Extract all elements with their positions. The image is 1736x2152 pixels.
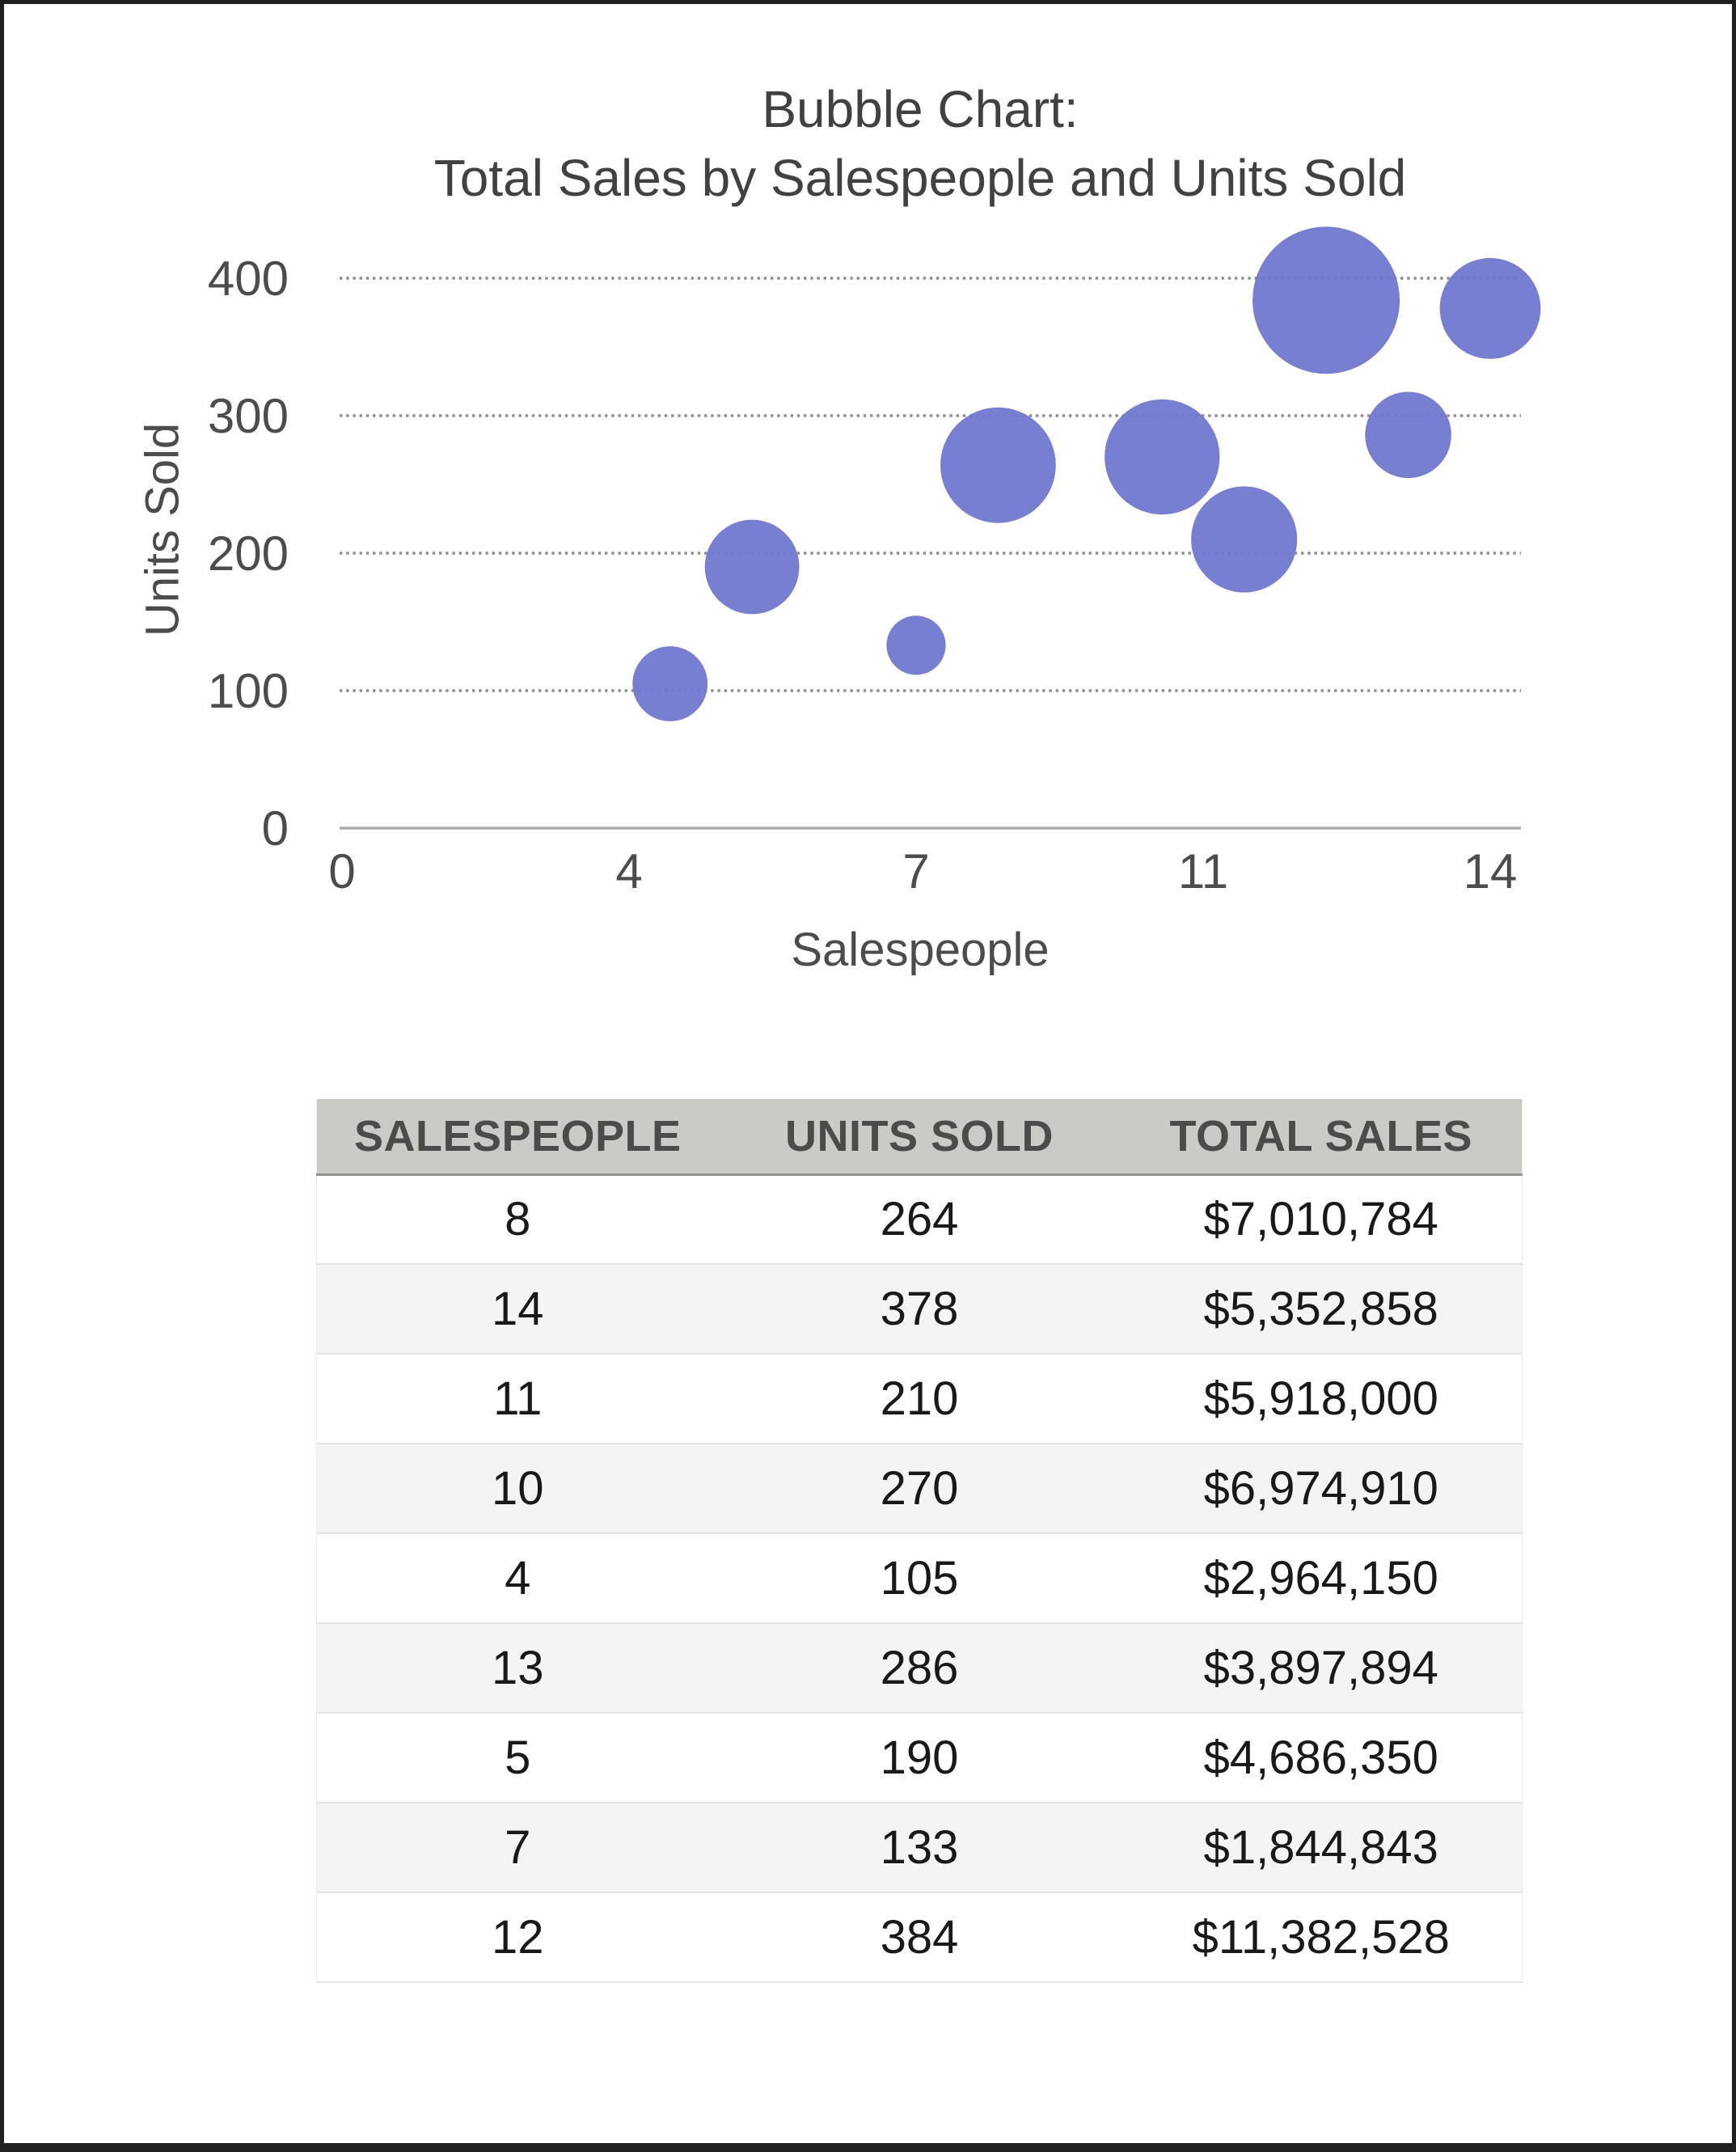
table-cell: 11 <box>316 1354 719 1444</box>
sales-table: SALESPEOPLE UNITS SOLD TOTAL SALES 8 264 $7,… <box>316 1099 1523 1983</box>
chart-title-line2: Total Sales by Salespeople and Units Sol… <box>433 149 1407 207</box>
table-cell: $3,897,894 <box>1120 1623 1523 1714</box>
x-tick-label: 7 <box>902 844 929 898</box>
bubble <box>886 615 946 675</box>
table-cell: $1,844,843 <box>1120 1803 1523 1893</box>
table-cell: 286 <box>718 1623 1121 1714</box>
table-cell: $5,352,858 <box>1120 1264 1523 1355</box>
y-tick-label: 300 <box>208 389 289 443</box>
chart-title: Bubble Chart: Total Sales by Salespeople… <box>342 75 1498 213</box>
table-row: 14 378 $5,352,858 <box>316 1264 1523 1355</box>
table-cell: 384 <box>718 1892 1121 1983</box>
bubble-chart: Bubble Chart: Total Sales by Salespeople… <box>4 4 1732 1015</box>
bubble <box>632 646 708 721</box>
bubble <box>1365 391 1451 479</box>
bubble <box>1252 226 1400 374</box>
table-cell: 10 <box>316 1444 719 1534</box>
table-cell: $4,686,350 <box>1120 1713 1523 1803</box>
bubble <box>1105 399 1220 515</box>
table-cell: 270 <box>718 1444 1121 1534</box>
table-cell: 264 <box>718 1174 1121 1265</box>
table-cell: 378 <box>718 1264 1121 1355</box>
table-cell: 210 <box>718 1354 1121 1444</box>
table-cell: 190 <box>718 1713 1121 1803</box>
table-row: 10 270 $6,974,910 <box>316 1444 1523 1534</box>
chart-title-line1: Bubble Chart: <box>762 80 1079 138</box>
table-cell: 8 <box>316 1174 719 1265</box>
column-header: TOTAL SALES <box>1120 1099 1523 1176</box>
table-body: 8 264 $7,010,784 14 378 $5,352,858 11 210 $5,918… <box>316 1174 1523 1983</box>
bubble <box>704 519 800 615</box>
table-row: 8 264 $7,010,784 <box>316 1174 1523 1265</box>
table-cell: 7 <box>316 1803 719 1893</box>
table-cell: 105 <box>718 1533 1121 1624</box>
table-cell: $6,974,910 <box>1120 1444 1523 1534</box>
column-header: UNITS SOLD <box>718 1099 1121 1176</box>
table-cell: $7,010,784 <box>1120 1174 1523 1265</box>
x-tick-label: 11 <box>1178 844 1228 898</box>
y-tick-label: 100 <box>208 664 289 718</box>
table-cell: $2,964,150 <box>1120 1533 1523 1624</box>
table-cell: 5 <box>316 1713 719 1803</box>
y-tick-label: 400 <box>208 252 289 306</box>
plot-area: 0 100 200 300 400 0 4 7 11 14 <box>208 226 1541 898</box>
table-row: 12 384 $11,382,528 <box>316 1892 1523 1983</box>
bubble <box>1191 486 1298 593</box>
table-cell: $5,918,000 <box>1120 1354 1523 1444</box>
table-cell: 133 <box>718 1803 1121 1893</box>
bubble <box>1439 258 1541 359</box>
table-row: 5 190 $4,686,350 <box>316 1713 1523 1803</box>
table-header-row: SALESPEOPLE UNITS SOLD TOTAL SALES <box>316 1099 1523 1176</box>
table-row: 13 286 $3,897,894 <box>316 1623 1523 1714</box>
table-cell: 4 <box>316 1533 719 1624</box>
column-header: SALESPEOPLE <box>316 1099 719 1176</box>
table-row: 4 105 $2,964,150 <box>316 1533 1523 1624</box>
table-cell: 12 <box>316 1892 719 1983</box>
x-tick-label: 4 <box>615 844 642 898</box>
table-cell: $11,382,528 <box>1120 1892 1523 1983</box>
x-axis-title: Salespeople <box>791 924 1050 976</box>
table-row: 7 133 $1,844,843 <box>316 1803 1523 1893</box>
bubble <box>940 407 1056 523</box>
y-tick-label: 0 <box>262 801 289 856</box>
table-cell: 14 <box>316 1264 719 1355</box>
x-tick-label: 0 <box>328 844 355 898</box>
table-row: 11 210 $5,918,000 <box>316 1354 1523 1444</box>
x-tick-label: 14 <box>1464 844 1518 898</box>
table-cell: 13 <box>316 1623 719 1714</box>
y-tick-label: 200 <box>208 526 289 581</box>
